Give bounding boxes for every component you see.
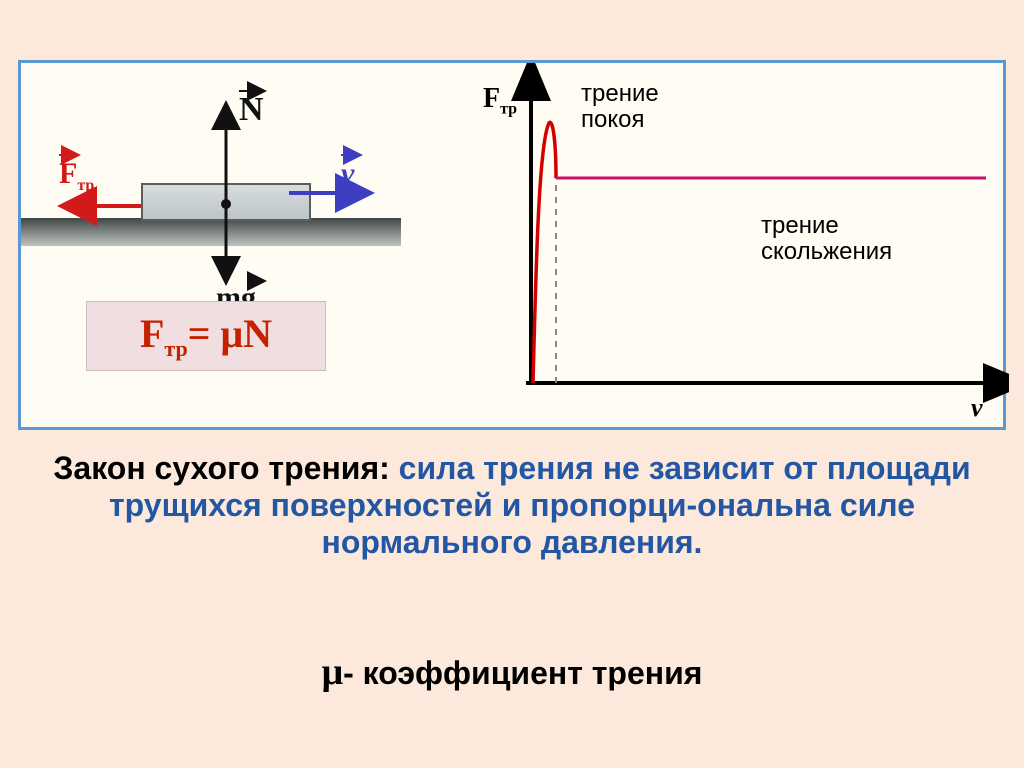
mu-symbol: μ <box>322 651 344 693</box>
formula-F: F <box>140 311 164 356</box>
static-curve <box>533 122 556 383</box>
kinetic-region-label: трение скольжения <box>761 213 892 266</box>
free-body-diagram: N v Fтр mg Fтр= μN <box>21 63 471 433</box>
y-axis-label: Fтр <box>483 83 517 119</box>
label-N: N <box>239 91 264 129</box>
diagram-panel: N v Fтр mg Fтр= μN <box>18 60 1006 430</box>
label-Ftr-sub: тр <box>77 177 94 194</box>
mu-text: - коэффициент трения <box>343 655 702 691</box>
friction-chart: Fтр v трение покоя трение скольжения <box>471 63 1009 433</box>
law-text: Закон сухого трения: сила трения не зави… <box>50 450 974 561</box>
y-label-sub: тр <box>500 101 517 118</box>
formula-sub: тр <box>164 336 187 361</box>
label-Ftr: Fтр <box>59 157 94 195</box>
y-label-F: F <box>483 83 500 114</box>
label-Ftr-F: F <box>59 157 77 190</box>
formula-box: Fтр= μN <box>86 301 326 371</box>
law-title: Закон сухого трения: <box>53 450 398 486</box>
formula-rhs: = μN <box>188 311 272 356</box>
formula: Fтр= μN <box>140 310 272 362</box>
label-v: v <box>341 157 354 191</box>
chart-svg <box>471 63 1009 433</box>
x-axis-label: v <box>971 393 983 423</box>
mu-definition: μ- коэффициент трения <box>50 650 974 694</box>
static-region-label: трение покоя <box>581 81 659 134</box>
